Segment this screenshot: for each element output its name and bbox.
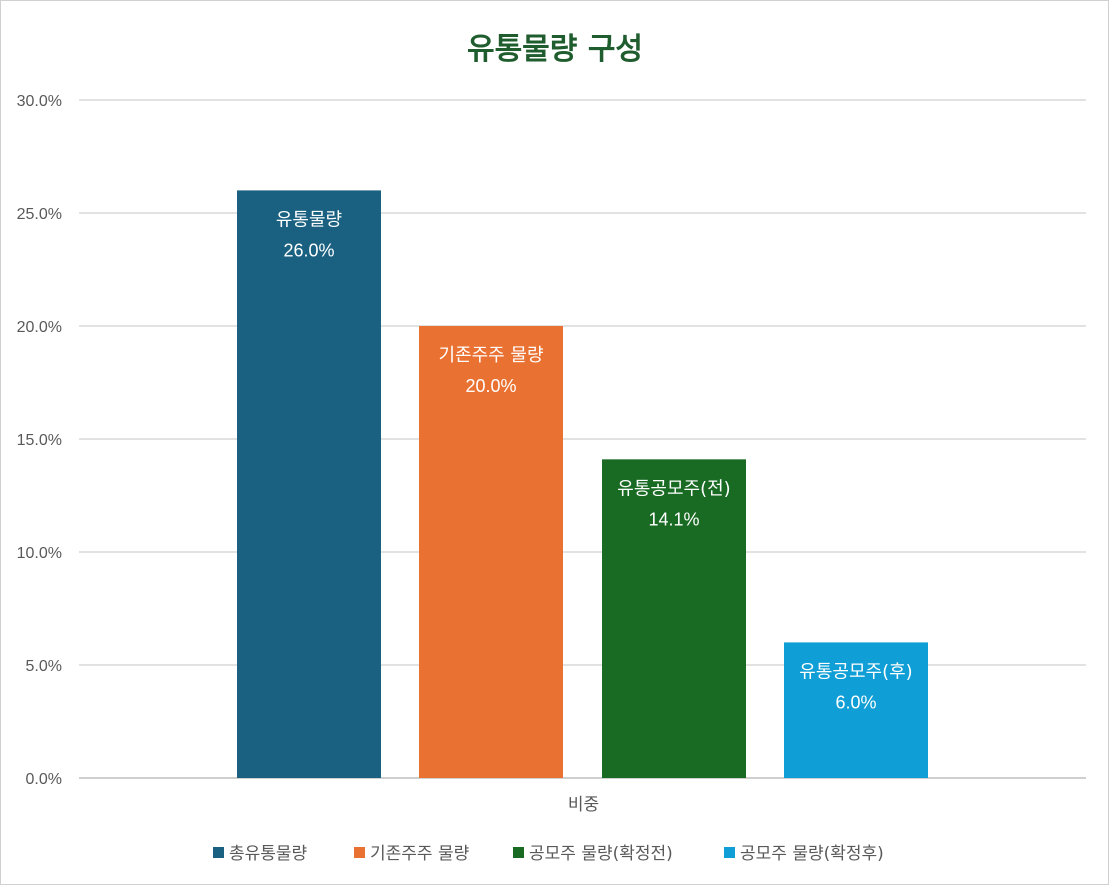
bar <box>602 459 746 778</box>
legend-swatch <box>213 847 224 858</box>
y-tick-label: 20.0% <box>17 319 62 336</box>
y-tick-label: 30.0% <box>17 93 62 110</box>
x-axis-categories: 비중 <box>568 795 599 815</box>
legend-swatch <box>724 847 735 858</box>
bar-data-label-value: 20.0% <box>465 376 516 396</box>
x-category-label: 비중 <box>568 795 599 815</box>
legend-label: 공모주 물량(확정후) <box>740 844 884 864</box>
legend-label: 기존주주 물량 <box>370 844 470 864</box>
bar-data-label-name: 유통물량 <box>276 209 342 230</box>
legend: 총유통물량 기존주주 물량 공모주 물량(확정전) 공모주 물량(확정후) <box>213 844 884 864</box>
y-tick-label: 0.0% <box>26 771 62 788</box>
bar-data-label-name: 유통공모주(전) <box>617 478 730 499</box>
y-tick-label: 15.0% <box>17 432 62 449</box>
bar <box>237 190 381 778</box>
gridlines <box>79 99 1086 779</box>
bar-data-label-value: 6.0% <box>835 692 876 712</box>
bar <box>784 642 928 778</box>
bar-data-label-name: 유통공모주(후) <box>799 661 912 682</box>
y-axis-ticks: 0.0% 5.0% 10.0% 15.0% 20.0% 25.0% 30.0% <box>17 93 62 788</box>
y-tick-label: 10.0% <box>17 545 62 562</box>
legend-swatch <box>354 847 365 858</box>
chart-title: 유통물량 구성 <box>467 32 643 67</box>
bar <box>419 326 563 778</box>
bar-data-label-value: 26.0% <box>283 240 334 260</box>
legend-swatch <box>513 847 524 858</box>
bars: 유통물량 26.0% 기존주주 물량 20.0% 유통공모주(전) 14.1% 유통공모주(… <box>237 190 928 778</box>
y-tick-label: 25.0% <box>17 206 62 223</box>
bar-data-label-value: 14.1% <box>648 509 699 529</box>
legend-label: 총유통물량 <box>229 844 308 864</box>
legend-label: 공모주 물량(확정전) <box>529 844 673 864</box>
y-tick-label: 5.0% <box>26 658 62 675</box>
bar-data-label-name: 기존주주 물량 <box>438 345 543 366</box>
